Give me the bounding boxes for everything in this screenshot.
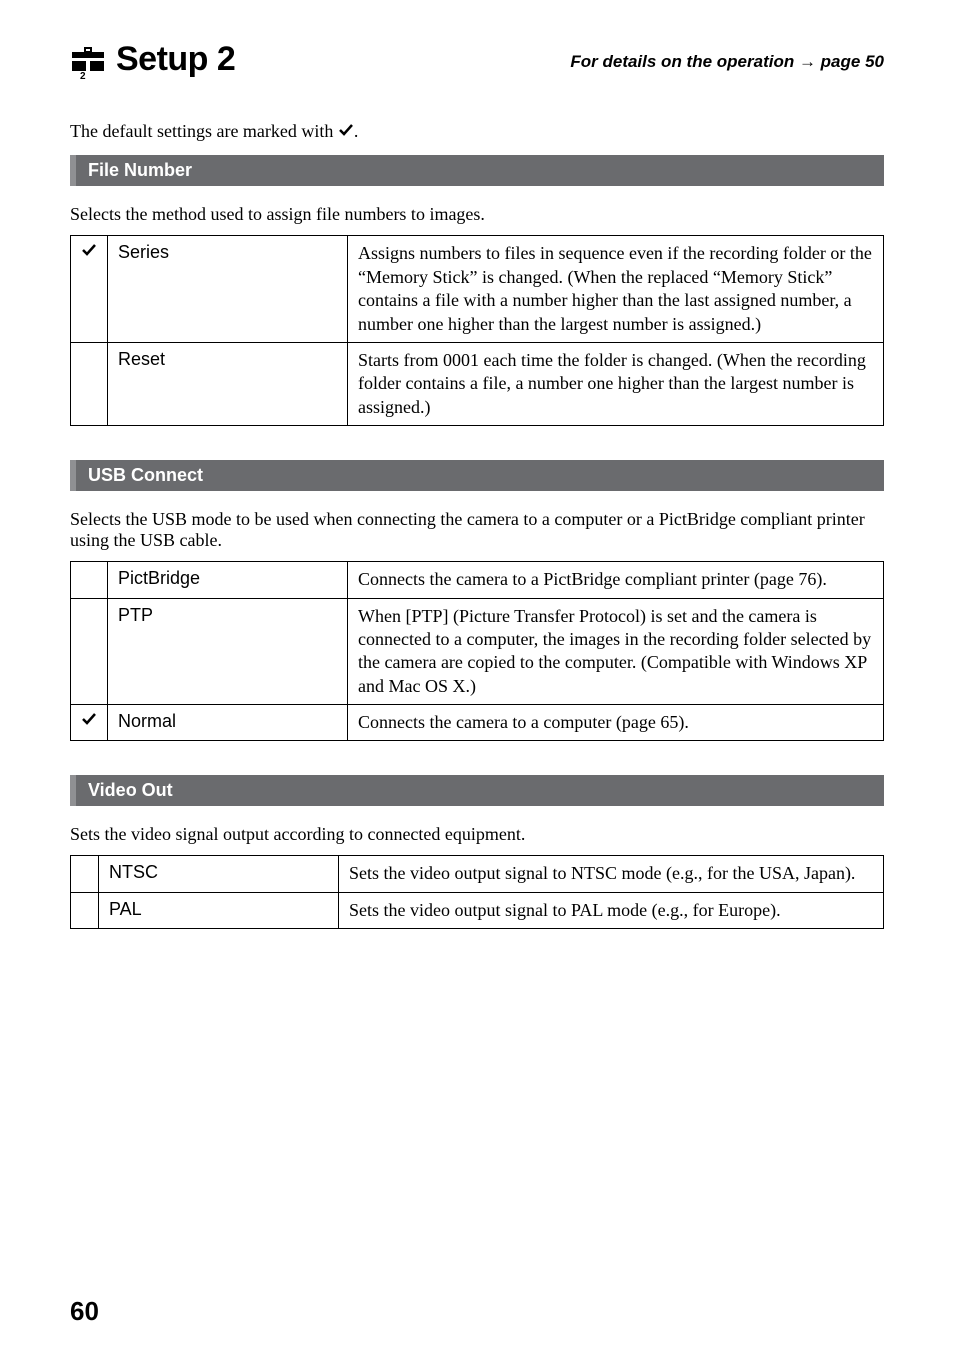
intro-prefix: The default settings are marked with	[70, 121, 338, 141]
default-check-cell	[71, 598, 108, 705]
option-description: Connects the camera to a computer (page …	[348, 705, 884, 741]
table-row: ResetStarts from 0001 each time the fold…	[71, 342, 884, 425]
check-icon	[338, 122, 354, 143]
default-check-cell	[71, 236, 108, 343]
page-title: Setup 2	[116, 40, 235, 79]
detail-suffix: page 50	[816, 52, 884, 71]
option-label: PAL	[99, 892, 339, 928]
section-bar: Video Out	[70, 775, 884, 806]
intro-text: The default settings are marked with .	[70, 121, 884, 143]
option-description: When [PTP] (Picture Transfer Protocol) i…	[348, 598, 884, 705]
default-check-cell	[71, 892, 99, 928]
default-check-cell	[71, 562, 108, 598]
option-description: Sets the video output signal to PAL mode…	[339, 892, 884, 928]
option-label: NTSC	[99, 856, 339, 892]
section-bar: File Number	[70, 155, 884, 186]
section-description: Sets the video signal output according t…	[70, 824, 884, 845]
option-label: PictBridge	[108, 562, 348, 598]
table-row: PTPWhen [PTP] (Picture Transfer Protocol…	[71, 598, 884, 705]
table-row: PictBridgeConnects the camera to a PictB…	[71, 562, 884, 598]
table-row: NormalConnects the camera to a computer …	[71, 705, 884, 741]
option-description: Assigns numbers to files in sequence eve…	[348, 236, 884, 343]
default-check-cell	[71, 705, 108, 741]
table-row: SeriesAssigns numbers to files in sequen…	[71, 236, 884, 343]
option-label: PTP	[108, 598, 348, 705]
options-table: PictBridgeConnects the camera to a PictB…	[70, 561, 884, 741]
page-header: 2 Setup 2 For details on the operation →…	[70, 40, 884, 85]
detail-prefix: For details on the operation	[570, 52, 799, 71]
section-bar: USB Connect	[70, 460, 884, 491]
table-row: NTSCSets the video output signal to NTSC…	[71, 856, 884, 892]
toolbox-icon: 2	[70, 44, 106, 85]
options-table: SeriesAssigns numbers to files in sequen…	[70, 235, 884, 426]
intro-suffix: .	[354, 121, 359, 141]
default-check-cell	[71, 856, 99, 892]
option-description: Starts from 0001 each time the folder is…	[348, 342, 884, 425]
table-row: PALSets the video output signal to PAL m…	[71, 892, 884, 928]
options-table: NTSCSets the video output signal to NTSC…	[70, 855, 884, 929]
svg-text:2: 2	[80, 71, 86, 80]
option-label: Reset	[108, 342, 348, 425]
option-label: Series	[108, 236, 348, 343]
option-label: Normal	[108, 705, 348, 741]
section-description: Selects the method used to assign file n…	[70, 204, 884, 225]
section-description: Selects the USB mode to be used when con…	[70, 509, 884, 551]
header-detail: For details on the operation → page 50	[570, 52, 884, 72]
title-group: 2 Setup 2	[70, 40, 235, 85]
option-description: Sets the video output signal to NTSC mod…	[339, 856, 884, 892]
arrow-icon: →	[799, 52, 816, 71]
page-number: 60	[70, 1296, 99, 1327]
option-description: Connects the camera to a PictBridge comp…	[348, 562, 884, 598]
default-check-cell	[71, 342, 108, 425]
